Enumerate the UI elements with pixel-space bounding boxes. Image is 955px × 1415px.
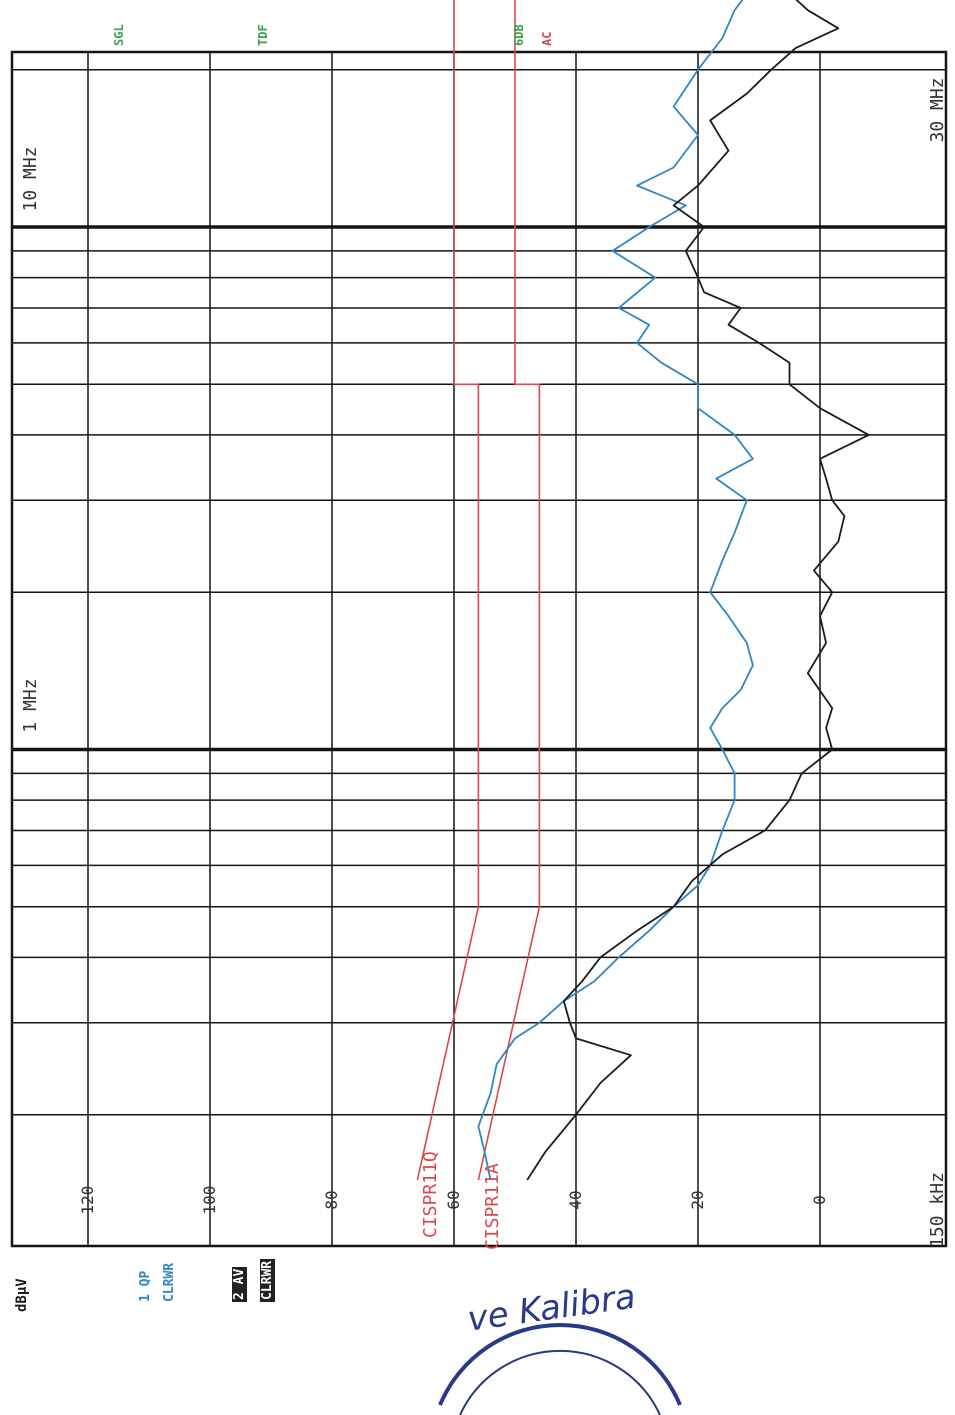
tdf-flag: TDF xyxy=(256,24,270,46)
series-cispr11q xyxy=(416,0,480,1181)
x-label-30mhz: 30 MHz xyxy=(927,77,948,142)
y-tick-label: 100 xyxy=(200,1186,219,1215)
ac-flag: AC xyxy=(540,31,554,46)
y-tick-label: 0 xyxy=(810,1195,829,1205)
x-label-10mhz: 10 MHz xyxy=(20,146,41,211)
sgl-flag: SGL xyxy=(112,24,126,46)
measurement-traces xyxy=(477,0,870,1181)
6db-flag: 6DB xyxy=(512,24,526,46)
series-cispr11a xyxy=(477,0,541,1181)
y-tick-label: 120 xyxy=(78,1186,97,1215)
trace1-state-label: CLRWR xyxy=(162,1262,177,1302)
emc-spectrum-plot: 120 100 80 60 40 20 0 150 kHz 1 MHz 10 MHz 30 MHz xyxy=(10,0,948,1248)
y-tick-label: 80 xyxy=(322,1190,341,1209)
trace2-mode-label: 2 AV xyxy=(232,1266,247,1302)
limit-lines xyxy=(416,0,541,1181)
y-tick-label: 60 xyxy=(444,1190,463,1209)
y-tick-label: 40 xyxy=(566,1190,585,1209)
x-label-150khz: 150 kHz xyxy=(927,1172,948,1248)
trace1-mode-label: 1 QP xyxy=(138,1270,153,1302)
limit-label-qp: CISPR11Q xyxy=(420,1151,441,1238)
y-unit-label: dBµV xyxy=(14,1278,30,1312)
plot-frame xyxy=(10,50,948,1248)
series-1-qp xyxy=(477,0,754,1181)
y-tick-label: 20 xyxy=(688,1190,707,1209)
trace2-state-label: CLRWR xyxy=(260,1258,275,1302)
series-2-av xyxy=(526,0,870,1181)
x-label-1mhz: 1 MHz xyxy=(20,678,41,732)
tick-labels: 120 100 80 60 40 20 0 150 kHz 1 MHz 10 MHz 30 MHz xyxy=(20,77,948,1247)
limit-label-av: CISPR11A xyxy=(482,1163,503,1250)
